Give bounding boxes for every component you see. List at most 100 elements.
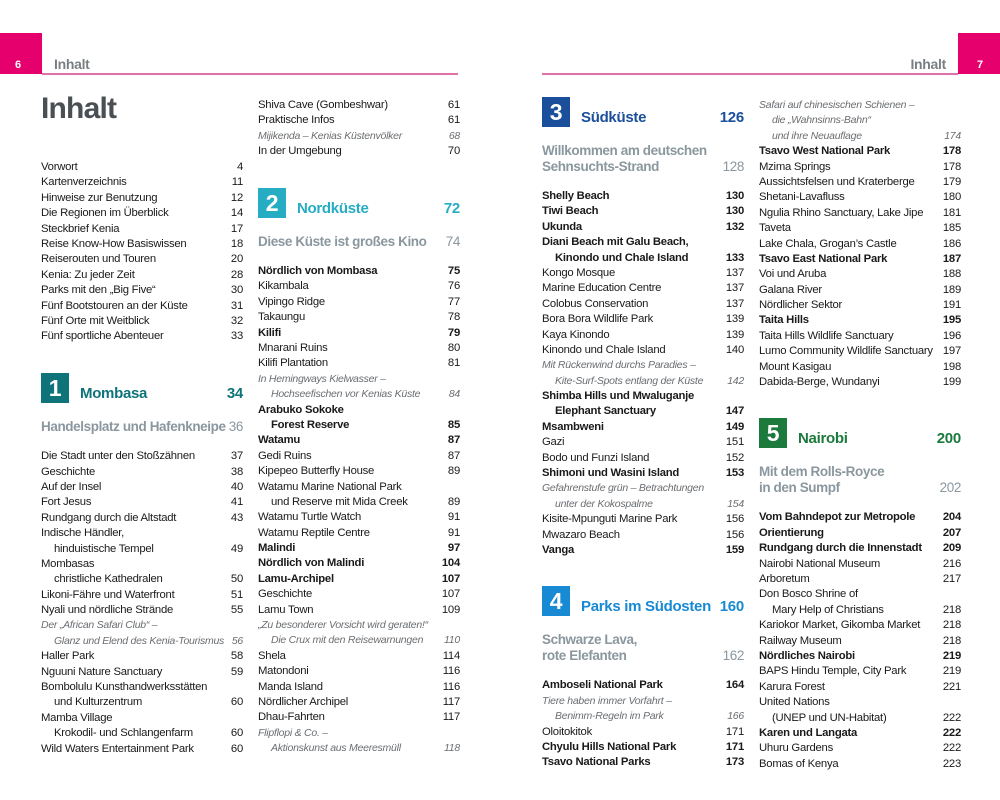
entry-title: Steckbrief Kenia [41, 222, 120, 235]
toc-entry-line: Safari auf chinesischen Schienen – [759, 98, 961, 113]
toc-entry-line: Shela 114 [258, 649, 460, 664]
entry-page: 209 [942, 542, 961, 555]
subtitle-line: Handelsplatz und Hafenkneipe 36 [41, 419, 243, 435]
toc-entry-line: Vipingo Ridge 77 [258, 295, 460, 310]
toc-entry-line: Matondoni 116 [258, 664, 460, 679]
entry-page: 142 [727, 374, 744, 387]
toc-entry: Orientierung 207 [759, 526, 961, 541]
toc-entry-line: Diani Beach mit Galu Beach, [542, 235, 744, 250]
entry-page: 166 [727, 710, 744, 723]
entry-page: 219 [942, 665, 961, 678]
entry-title: Mamba Village [41, 711, 113, 724]
entry-page: 189 [942, 283, 961, 296]
entry-page: 164 [725, 679, 744, 692]
toc-entry: Voi und Aruba 188 [759, 267, 961, 282]
entry-title: Aktionskunst aus Meeresmüll [271, 742, 401, 755]
entry-page: 178 [942, 160, 961, 173]
entry-title: Kikambala [258, 280, 309, 293]
entry-page: 218 [942, 603, 961, 616]
entry-page: 132 [725, 220, 744, 233]
entry-title: Der „African Safari Club“ – [41, 619, 158, 632]
toc-entry-line: Colobus Conservation 137 [542, 297, 744, 312]
entry-title: Nördlich von Malindi [258, 557, 365, 570]
entry-page: 114 [442, 649, 461, 662]
toc-entry-line: Voi und Aruba 188 [759, 267, 961, 282]
entry-title: Reiserouten und Touren [41, 253, 156, 266]
entry-title: Hinweise zur Benutzung [41, 191, 158, 204]
entry-page: 37 [230, 450, 243, 463]
entry-title: Ngulia Rhino Sanctuary, Lake Jipe [759, 206, 924, 219]
toc-entry-line: Bombolulu Kunsthandwerksstätten [41, 680, 243, 695]
toc-entry-line: Karura Forest 221 [759, 680, 961, 695]
subtitle-page: 128 [722, 158, 745, 174]
subtitle-line: Willkommen am deutschen [542, 143, 744, 159]
subtitle-text: rote Elefanten [542, 647, 627, 663]
entry-title: Kipepeo Butterfly House [258, 465, 375, 478]
entry-page: 116 [442, 680, 461, 693]
toc-entry-line: Gedi Ruins 87 [258, 449, 460, 464]
entry-title: Colobus Conservation [542, 297, 649, 310]
toc-column-3: 3 Südküste 126 Willkommen am deutschen Sehns… [542, 97, 744, 771]
toc-entry-line: In der Umgebung 70 [258, 144, 460, 159]
entry-title: Safari auf chinesischen Schienen – [759, 99, 915, 111]
entry-title: und Reserve mit Mida Creek [271, 495, 408, 508]
entry-page: 147 [725, 405, 744, 418]
toc-entry-line: christliche Kathedralen 50 [41, 572, 243, 587]
entry-title: Nairobi National Museum [759, 557, 881, 570]
toc-entry-line: Rundgang durch die Altstadt 43 [41, 511, 243, 526]
toc-entry: Matondoni 116 [258, 664, 460, 679]
entry-title: Reise Know-How Basiswissen [41, 237, 187, 250]
toc-entry-line: Uhuru Gardens 222 [759, 741, 961, 756]
toc-entry: Kilifi 79 [258, 326, 460, 341]
toc-entry: Taita Hills 195 [759, 313, 961, 328]
toc-entry: Mombasas christliche Kathedralen 50 [41, 557, 243, 588]
entry-title: Kinondo und Chale Island [542, 343, 666, 356]
toc-entry-line: Mit Rückenwind durchs Paradies – [542, 358, 744, 373]
toc-entry-line: Geschichte 107 [258, 587, 460, 602]
toc-entry: Mamba Village Krokodil- und Schlangenfarm… [41, 711, 243, 742]
entry-page: 109 [441, 603, 460, 616]
toc-entry: Shetani-Lavafluss 180 [759, 190, 961, 205]
toc-entry-line: (UNEP und UN-Habitat) 222 [759, 711, 961, 726]
entry-title: Lumo Community Wildlife Sanctuary [759, 345, 933, 358]
toc-entry: Auf der Insel 40 [41, 480, 243, 495]
entry-title: Mombasas [41, 557, 95, 570]
entry-page: 31 [230, 299, 243, 312]
toc-entry: Indische Händler, hinduistische Tempel 49 [41, 526, 243, 557]
toc-entry-line: Kinondo und Chale Island 133 [542, 251, 744, 266]
entry-title: Hochseefischen vor Kenias Küste [271, 388, 421, 401]
entry-page: 116 [442, 665, 461, 678]
toc-entry: Hinweise zur Benutzung 12 [41, 191, 243, 206]
toc-box-entry: Flipflopi & Co. – Aktionskunst aus Meeres… [258, 726, 460, 757]
chapter-page: 126 [719, 109, 745, 126]
entry-title: Nguuni Nature Sanctuary [41, 665, 163, 678]
toc-entry-line: Dhau-Fahrten 117 [258, 710, 460, 725]
toc-entry-line: Kartenverzeichnis 11 [41, 175, 243, 190]
entry-title: Flipflopi & Co. – [258, 726, 328, 739]
toc-entry: Karen und Langata 222 [759, 726, 961, 741]
chapter-page: 34 [226, 384, 243, 402]
entry-title: Tsavo East National Park [759, 252, 888, 265]
entry-title: Vipingo Ridge [258, 295, 325, 308]
toc-entry-line: Watamu 87 [258, 433, 460, 448]
toc-entry-line: Vanga 159 [542, 543, 744, 558]
subtitle-page: 36 [228, 418, 244, 434]
entry-page: 181 [942, 206, 961, 219]
entry-page: 89 [447, 465, 460, 478]
toc-entry-line: Lamu-Archipel 107 [258, 572, 460, 587]
entry-page: 139 [725, 313, 744, 326]
entry-page: 58 [230, 650, 243, 663]
toc-entry-line: Chyulu Hills National Park 171 [542, 740, 744, 755]
toc-entry-line: Die Stadt unter den Stoßzähnen 37 [41, 449, 243, 464]
entry-page: 174 [944, 129, 961, 142]
toc-entry-line: Vom Bahndepot zur Metropole 204 [759, 510, 961, 525]
entry-page: 76 [447, 280, 460, 293]
entry-title: und Kulturzentrum [54, 696, 143, 709]
entry-page: 218 [942, 634, 961, 647]
chapter-heading: 1 Mombasa 34 [41, 372, 243, 403]
entry-title: Rundgang durch die Innenstadt [759, 542, 922, 555]
page-title: Inhalt [41, 92, 117, 125]
left-running-title: Inhalt [54, 56, 90, 72]
entry-title: Indische Händler, [41, 527, 125, 540]
toc-entry-line: Mombasas [41, 557, 243, 572]
